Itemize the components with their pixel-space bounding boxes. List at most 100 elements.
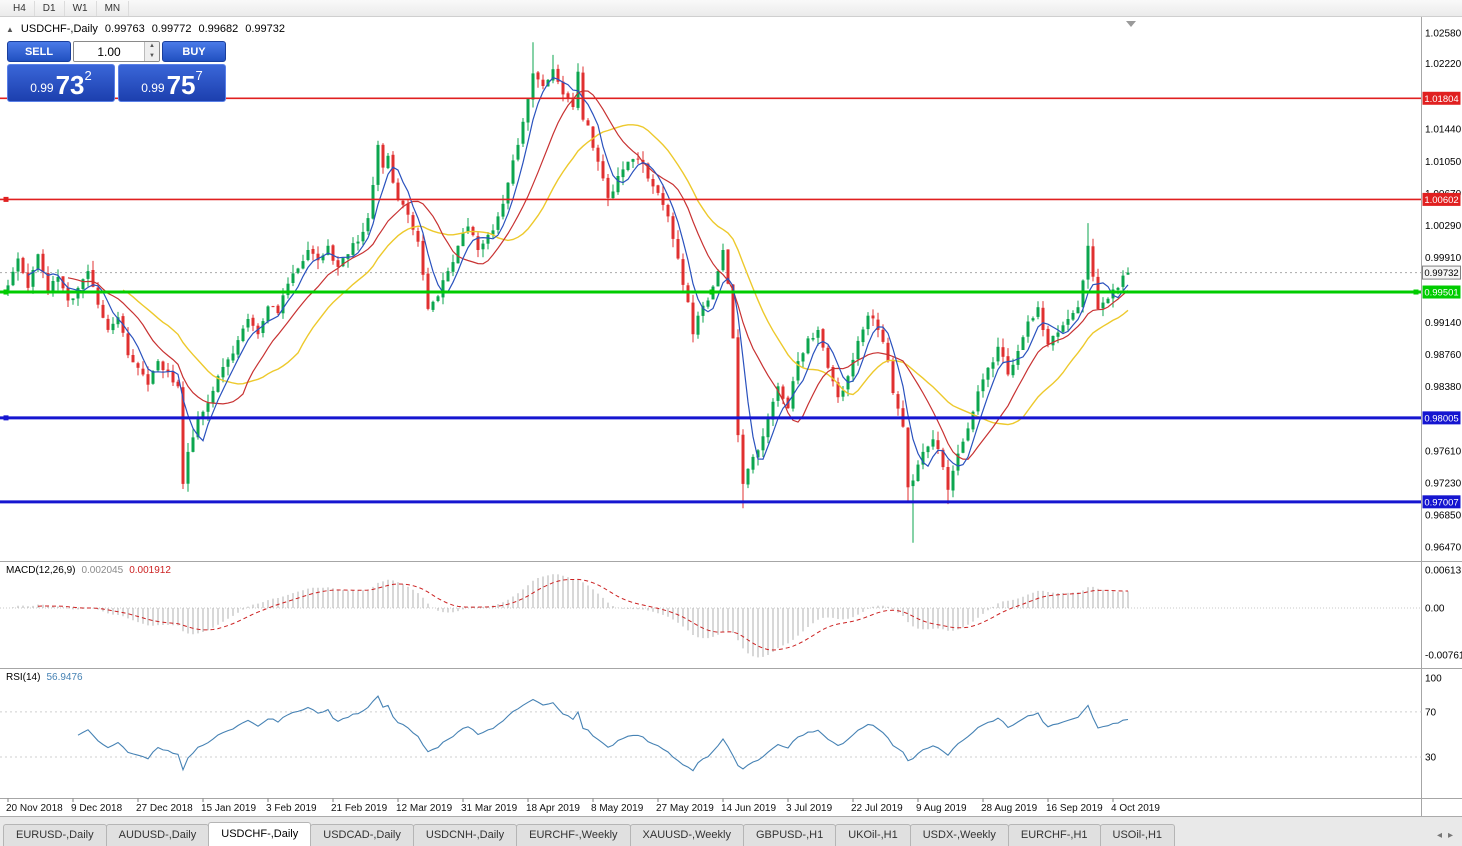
svg-text:21 Feb 2019: 21 Feb 2019 bbox=[331, 803, 388, 814]
svg-text:4 Oct 2019: 4 Oct 2019 bbox=[1111, 803, 1160, 814]
one-click-trading-panel: SELL ▲ ▼ BUY 0.99 73 2 0.99 75 7 bbox=[7, 41, 226, 102]
tabs-scroll-left-icon[interactable]: ◂ bbox=[1436, 830, 1442, 841]
timeframe-button-w1[interactable]: W1 bbox=[65, 0, 97, 16]
sell-price-display[interactable]: 0.99 73 2 bbox=[7, 64, 115, 102]
sell-price-pip: 2 bbox=[84, 68, 92, 83]
sell-button[interactable]: SELL bbox=[7, 41, 71, 62]
svg-text:1.00602: 1.00602 bbox=[1424, 195, 1458, 206]
svg-text:15 Jan 2019: 15 Jan 2019 bbox=[201, 803, 256, 814]
volume-spinner[interactable]: ▲ ▼ bbox=[144, 42, 159, 61]
spinner-down-icon[interactable]: ▼ bbox=[145, 51, 159, 61]
chart-tab[interactable]: USOil-,H1 bbox=[1099, 824, 1176, 846]
svg-text:1.01050: 1.01050 bbox=[1425, 157, 1462, 168]
svg-text:16 Sep 2019: 16 Sep 2019 bbox=[1046, 803, 1103, 814]
hline-handle[interactable] bbox=[3, 196, 9, 202]
svg-text:30: 30 bbox=[1425, 753, 1437, 764]
svg-text:1.02220: 1.02220 bbox=[1425, 59, 1462, 70]
macd-value-main: 0.002045 bbox=[81, 565, 124, 576]
one-click-collapse-icon[interactable]: ▲ bbox=[6, 25, 14, 34]
chart-tab[interactable]: GBPUSD-,H1 bbox=[742, 824, 837, 846]
chart-tab[interactable]: EURUSD-,Daily bbox=[3, 824, 107, 846]
chart-tab[interactable]: USDCHF-,Daily bbox=[208, 822, 312, 846]
svg-text:0.98005: 0.98005 bbox=[1424, 413, 1458, 424]
svg-text:0.97230: 0.97230 bbox=[1425, 479, 1462, 490]
hline-handle[interactable] bbox=[1413, 289, 1419, 295]
ohlc-close: 0.99732 bbox=[245, 23, 285, 35]
volume-input[interactable] bbox=[74, 42, 144, 61]
svg-text:1.01804: 1.01804 bbox=[1424, 94, 1458, 105]
svg-text:0.97007: 0.97007 bbox=[1424, 497, 1458, 508]
svg-text:27 Dec 2018: 27 Dec 2018 bbox=[136, 803, 193, 814]
ma-5-line bbox=[27, 76, 1129, 468]
sell-price-small: 0.99 bbox=[30, 81, 54, 95]
buy-price-pip: 7 bbox=[195, 68, 203, 83]
date-axis: 20 Nov 2018 9 Dec 2018 27 Dec 2018 15 Jan 2… bbox=[6, 798, 1160, 814]
svg-text:12 Mar 2019: 12 Mar 2019 bbox=[396, 803, 453, 814]
svg-text:0.99732: 0.99732 bbox=[1424, 268, 1458, 279]
rsi-line bbox=[77, 695, 1129, 772]
svg-text:0.98760: 0.98760 bbox=[1425, 350, 1462, 361]
chart-shift-marker[interactable] bbox=[1126, 21, 1136, 27]
svg-text:14 Jun 2019: 14 Jun 2019 bbox=[721, 803, 776, 814]
tabs-scroll-right-icon[interactable]: ▸ bbox=[1447, 830, 1453, 841]
buy-button[interactable]: BUY bbox=[162, 41, 226, 62]
svg-text:-0.00761: -0.00761 bbox=[1425, 651, 1462, 662]
volume-box: ▲ ▼ bbox=[73, 41, 160, 62]
svg-text:0.99910: 0.99910 bbox=[1425, 253, 1462, 264]
svg-text:0.99501: 0.99501 bbox=[1424, 288, 1458, 299]
candlestick-series bbox=[6, 42, 1130, 543]
timeframe-toolbar: H4 D1 W1 MN bbox=[0, 0, 1462, 17]
timeframe-button-mn[interactable]: MN bbox=[97, 0, 130, 16]
svg-text:0.98380: 0.98380 bbox=[1425, 382, 1462, 393]
svg-text:9 Dec 2018: 9 Dec 2018 bbox=[71, 803, 123, 814]
svg-text:1.02580: 1.02580 bbox=[1425, 29, 1462, 40]
timeframe-button-d1[interactable]: D1 bbox=[35, 0, 65, 16]
ma-24-line bbox=[122, 124, 1129, 426]
price-badge bbox=[1422, 495, 1461, 509]
ma-13-line bbox=[67, 90, 1129, 460]
chart-tab[interactable]: USDX-,Weekly bbox=[909, 824, 1009, 846]
price-axis-labels: 1.025801.022201.014401.010501.006701.002… bbox=[1425, 29, 1462, 764]
chart-tab[interactable]: USDCAD-,Daily bbox=[310, 824, 414, 846]
symbol-name: USDCHF-,Daily bbox=[20, 23, 98, 35]
hline-handle[interactable] bbox=[3, 415, 9, 421]
hline-handle[interactable] bbox=[709, 289, 715, 295]
price-badge bbox=[1422, 192, 1461, 206]
chart-symbol-header: ▲ USDCHF-,Daily 0.99763 0.99772 0.99682 … bbox=[6, 23, 285, 35]
svg-text:9 Aug 2019: 9 Aug 2019 bbox=[916, 803, 967, 814]
svg-text:18 Apr 2019: 18 Apr 2019 bbox=[526, 803, 580, 814]
hline-handle[interactable] bbox=[3, 289, 9, 295]
spinner-up-icon[interactable]: ▲ bbox=[145, 42, 159, 52]
tabs-nav: ◂ ▸ bbox=[1431, 830, 1459, 846]
ohlc-high: 0.99772 bbox=[151, 23, 192, 35]
buy-price-display[interactable]: 0.99 75 7 bbox=[118, 64, 226, 102]
svg-text:3 Feb 2019: 3 Feb 2019 bbox=[266, 803, 317, 814]
svg-text:31 Mar 2019: 31 Mar 2019 bbox=[461, 803, 518, 814]
ohlc-low: 0.99682 bbox=[198, 23, 239, 35]
svg-text:27 May 2019: 27 May 2019 bbox=[656, 803, 714, 814]
chart-tab[interactable]: AUDUSD-,Daily bbox=[105, 824, 210, 846]
svg-text:3 Jul 2019: 3 Jul 2019 bbox=[786, 803, 833, 814]
chart-tab[interactable]: XAUUSD-,Weekly bbox=[629, 824, 744, 846]
macd-name: MACD(12,26,9) bbox=[6, 565, 76, 576]
chart-tab[interactable]: USDCNH-,Daily bbox=[412, 824, 518, 846]
timeframe-button-h4[interactable]: H4 bbox=[5, 0, 35, 16]
svg-text:0.00: 0.00 bbox=[1425, 604, 1445, 615]
price-badge bbox=[1422, 411, 1461, 425]
chart-tab[interactable]: UKOil-,H1 bbox=[835, 824, 911, 846]
svg-text:28 Aug 2019: 28 Aug 2019 bbox=[981, 803, 1038, 814]
svg-text:0.96470: 0.96470 bbox=[1425, 542, 1462, 553]
buy-price-big: 75 bbox=[166, 70, 196, 100]
chart-tab[interactable]: EURCHF-,Weekly bbox=[516, 824, 631, 846]
rsi-label: RSI(14) 56.9476 bbox=[6, 672, 83, 683]
buy-price-small: 0.99 bbox=[141, 81, 165, 95]
macd-signal-line bbox=[37, 578, 1128, 651]
macd-histogram bbox=[12, 574, 1129, 658]
chart-tab[interactable]: EURCHF-,H1 bbox=[1007, 824, 1101, 846]
ohlc-open: 0.99763 bbox=[104, 23, 145, 35]
svg-text:22 Jul 2019: 22 Jul 2019 bbox=[851, 803, 903, 814]
rsi-value: 56.9476 bbox=[46, 672, 83, 683]
svg-text:100: 100 bbox=[1425, 674, 1442, 685]
